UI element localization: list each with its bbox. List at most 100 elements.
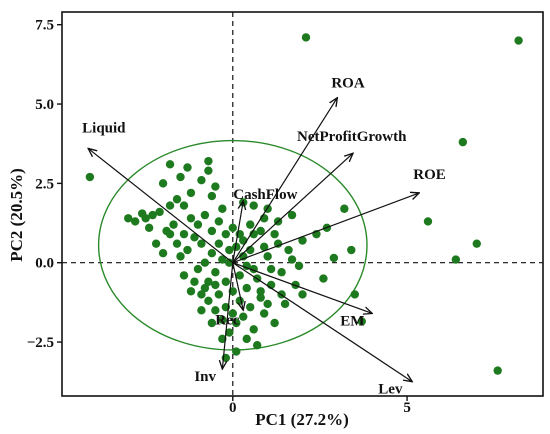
data-point bbox=[287, 210, 297, 220]
data-point bbox=[357, 317, 366, 326]
y-tick-label: 5.0 bbox=[35, 97, 54, 113]
data-point bbox=[256, 293, 265, 302]
data-point bbox=[214, 290, 224, 299]
y-axis-ticks: 7.5 5.0 2.5 0.0 −2.5 bbox=[27, 18, 62, 351]
data-point bbox=[137, 209, 147, 218]
data-point bbox=[472, 239, 481, 248]
reference-lines bbox=[62, 12, 543, 396]
data-point bbox=[232, 318, 241, 328]
data-point bbox=[130, 217, 140, 226]
data-point bbox=[280, 299, 290, 309]
data-point bbox=[165, 229, 175, 239]
data-point bbox=[266, 264, 276, 274]
data-point bbox=[232, 242, 241, 252]
data-point bbox=[270, 318, 279, 328]
data-point bbox=[190, 277, 199, 286]
data-point bbox=[204, 296, 213, 305]
data-point bbox=[239, 312, 248, 321]
data-point bbox=[228, 309, 237, 318]
data-point bbox=[169, 220, 178, 229]
data-point bbox=[204, 156, 213, 166]
data-point bbox=[284, 245, 293, 255]
data-point bbox=[193, 220, 203, 229]
data-point bbox=[197, 239, 206, 248]
data-point bbox=[218, 255, 227, 264]
loading-label-cashflow: CashFlow bbox=[233, 187, 297, 203]
data-point bbox=[186, 287, 196, 296]
loading-label-em: EM bbox=[340, 313, 364, 329]
y-tick-label: 0.0 bbox=[35, 256, 54, 272]
plot-frame bbox=[61, 11, 544, 397]
data-point bbox=[329, 253, 339, 263]
data-point bbox=[514, 36, 523, 45]
y-tick-label: 2.5 bbox=[35, 176, 54, 192]
data-point bbox=[211, 268, 220, 277]
data-point bbox=[273, 239, 283, 248]
loading-arrow-lev bbox=[232, 262, 413, 382]
loading-label-inv: Inv bbox=[194, 369, 216, 385]
data-point bbox=[246, 220, 255, 229]
data-point bbox=[214, 239, 224, 248]
data-point bbox=[158, 248, 168, 258]
data-point bbox=[207, 248, 217, 258]
loading-arrows bbox=[88, 98, 419, 382]
data-point bbox=[256, 287, 265, 296]
data-point bbox=[151, 239, 161, 248]
data-point bbox=[124, 214, 133, 223]
data-point bbox=[179, 229, 189, 239]
data-point bbox=[235, 296, 244, 305]
data-point bbox=[183, 245, 192, 255]
data-point bbox=[186, 214, 196, 223]
data-point bbox=[252, 341, 262, 350]
data-point bbox=[259, 309, 269, 318]
loading-arrow-netprofitgrowth bbox=[232, 153, 353, 264]
data-point bbox=[218, 315, 227, 325]
data-point bbox=[197, 290, 206, 299]
data-point bbox=[200, 258, 210, 267]
data-point bbox=[221, 229, 231, 239]
data-point bbox=[190, 233, 199, 242]
loading-labels: ROA NetProfitGrowth ROE Liquid CashFlow Rec EM… bbox=[82, 76, 446, 398]
data-point bbox=[165, 160, 175, 169]
data-point bbox=[186, 188, 196, 198]
data-point bbox=[211, 280, 220, 290]
data-point bbox=[85, 172, 95, 182]
x-tick-label: 5 bbox=[403, 400, 411, 416]
data-point bbox=[246, 302, 255, 312]
data-point bbox=[319, 274, 328, 283]
score-points bbox=[85, 33, 523, 375]
data-point bbox=[179, 201, 189, 210]
data-point bbox=[179, 271, 189, 280]
data-point bbox=[204, 166, 213, 175]
loading-label-liquid: Liquid bbox=[82, 120, 126, 136]
loading-label-lev: Lev bbox=[378, 382, 403, 398]
data-point bbox=[228, 223, 237, 233]
data-point bbox=[350, 290, 359, 299]
data-point bbox=[270, 229, 279, 239]
loading-arrow-roe bbox=[232, 193, 419, 264]
data-point bbox=[256, 226, 265, 236]
y-tick-label: 7.5 bbox=[35, 18, 54, 34]
data-point bbox=[155, 207, 164, 217]
data-point bbox=[221, 277, 231, 286]
y-tick-label: −2.5 bbox=[27, 335, 54, 351]
data-point bbox=[347, 245, 356, 255]
data-point bbox=[246, 245, 255, 255]
data-point bbox=[204, 277, 213, 286]
data-point bbox=[263, 252, 272, 261]
data-point bbox=[193, 264, 203, 274]
data-point bbox=[263, 299, 272, 309]
loading-arrow-em bbox=[232, 262, 372, 314]
data-point bbox=[176, 172, 185, 182]
data-point bbox=[242, 334, 251, 344]
data-point bbox=[172, 239, 182, 248]
loading-label-rec: Rec bbox=[215, 312, 239, 328]
data-point bbox=[340, 204, 349, 213]
loading-arrow-liquid bbox=[88, 148, 234, 264]
data-point bbox=[493, 366, 502, 375]
data-point bbox=[277, 268, 286, 277]
data-point bbox=[218, 204, 227, 213]
x-axis-label: PC1 (27.2%) bbox=[255, 410, 348, 429]
